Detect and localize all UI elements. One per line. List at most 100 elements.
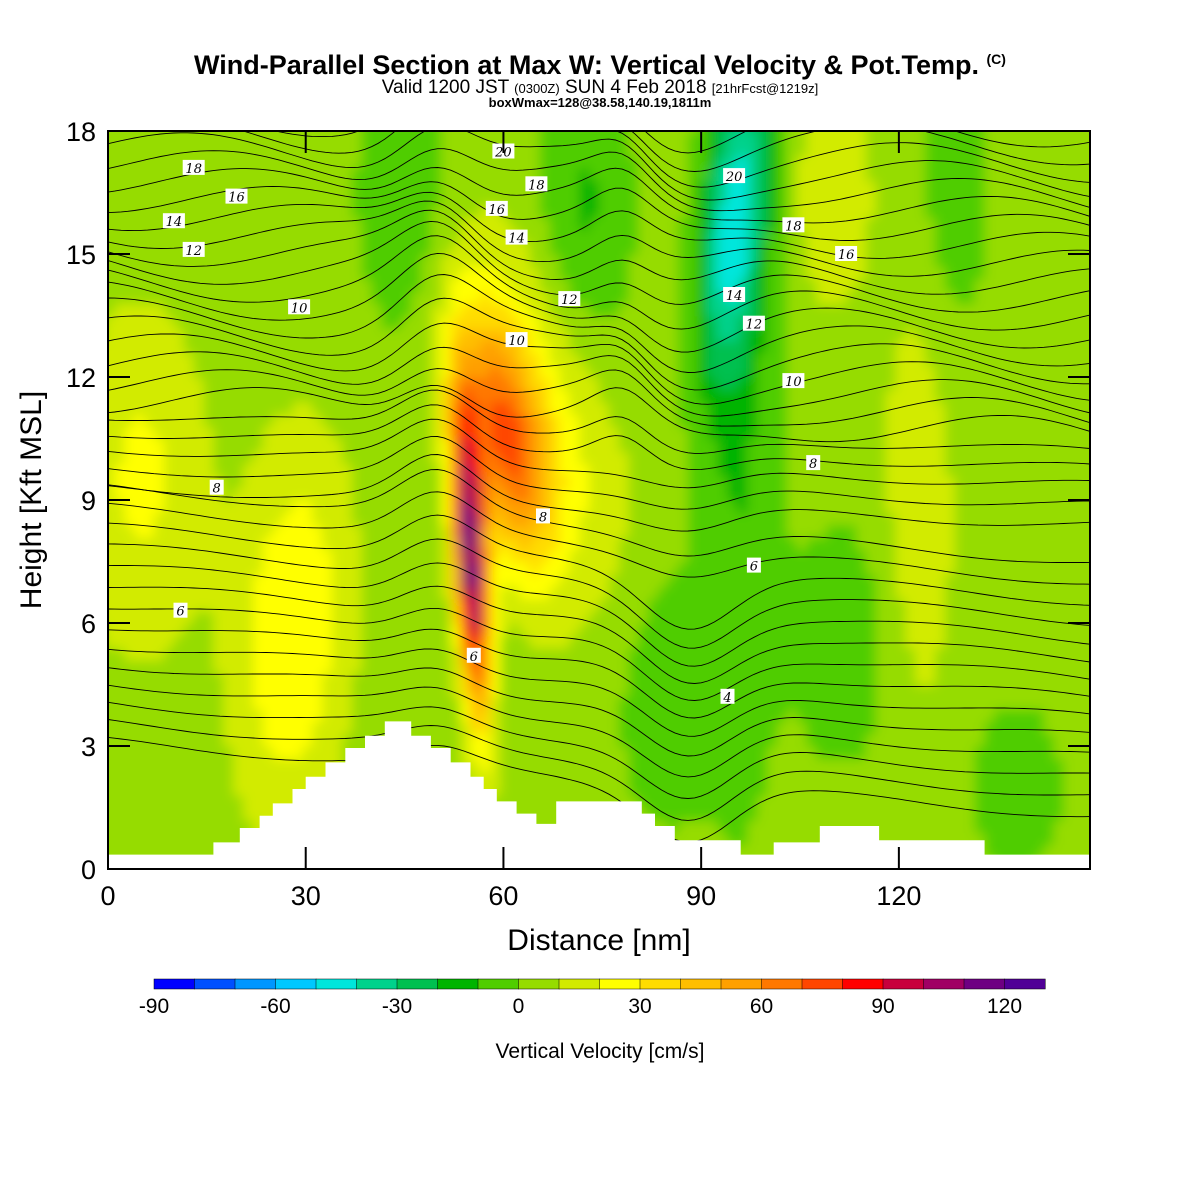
- field-cell: [707, 795, 719, 809]
- field-cell: [223, 327, 234, 341]
- field-cell: [421, 401, 432, 415]
- field-cell: [796, 512, 808, 526]
- field-cell: [529, 167, 541, 181]
- field-cell: [460, 647, 472, 661]
- field-cell: [767, 869, 778, 882]
- field-cell: [579, 500, 590, 514]
- field-cell: [144, 278, 155, 292]
- field-cell: [707, 180, 719, 194]
- field-cell: [628, 561, 640, 575]
- field-cell: [569, 623, 580, 637]
- field-cell: [322, 709, 333, 723]
- field-cell: [134, 758, 146, 772]
- field-cell: [421, 241, 432, 255]
- field-cell: [688, 290, 699, 304]
- field-cell: [865, 290, 877, 304]
- field-cell: [108, 586, 116, 600]
- field-cell: [243, 401, 254, 415]
- field-cell: [846, 500, 857, 514]
- field-cell: [411, 303, 422, 317]
- field-cell: [826, 672, 838, 686]
- field-cell: [846, 586, 857, 600]
- field-cell: [688, 266, 699, 280]
- field-cell: [658, 143, 669, 157]
- field-cell: [108, 549, 116, 563]
- field-cell: [826, 143, 838, 157]
- field-cell: [519, 217, 531, 231]
- field-cell: [381, 155, 393, 169]
- field-cell: [717, 819, 729, 833]
- field-cell: [332, 401, 343, 415]
- field-cell: [628, 635, 640, 649]
- field-cell: [539, 229, 551, 243]
- field-cell: [865, 463, 877, 477]
- field-cell: [460, 377, 472, 391]
- field-cell: [510, 155, 521, 169]
- field-cell: [430, 487, 442, 501]
- field-cell: [826, 364, 838, 378]
- field-cell: [253, 733, 264, 747]
- field-cell: [806, 204, 818, 218]
- field-cell: [490, 241, 501, 255]
- field-cell: [490, 254, 501, 268]
- field-cell: [856, 180, 867, 194]
- field-cell: [806, 327, 818, 341]
- field-cell: [816, 450, 828, 464]
- field-cell: [183, 598, 195, 612]
- field-cell: [282, 524, 294, 538]
- field-cell: [371, 426, 383, 440]
- field-cell: [786, 573, 798, 587]
- field-cell: [648, 327, 660, 341]
- field-cell: [95, 414, 106, 427]
- field-cell: [124, 512, 136, 526]
- field-cell: [707, 819, 719, 833]
- field-cell: [747, 352, 758, 366]
- field-cell: [253, 647, 264, 661]
- field-cell: [628, 438, 640, 452]
- field-cell: [134, 315, 146, 329]
- field-cell: [806, 549, 818, 563]
- field-cell: [203, 426, 215, 440]
- field-cell: [559, 352, 571, 366]
- field-cell: [114, 807, 126, 821]
- field-cell: [688, 647, 699, 661]
- field-cell: [282, 352, 294, 366]
- field-cell: [213, 807, 225, 821]
- field-cell: [846, 204, 857, 218]
- field-cell: [589, 377, 600, 391]
- field-cell: [401, 217, 412, 231]
- field-cell: [490, 684, 501, 698]
- field-cell: [678, 340, 689, 354]
- field-cell: [193, 795, 205, 809]
- field-cell: [262, 229, 274, 243]
- field-cell: [500, 573, 511, 587]
- field-cell: [747, 770, 758, 784]
- field-cell: [302, 180, 314, 194]
- field-cell: [312, 524, 323, 538]
- field-cell: [154, 290, 165, 304]
- field-cell: [549, 512, 561, 526]
- field-cell: [223, 340, 234, 354]
- field-cell: [183, 610, 195, 624]
- field-cell: [529, 684, 541, 698]
- field-cell: [549, 746, 561, 760]
- field-cell: [776, 241, 788, 255]
- field-cell: [737, 782, 749, 796]
- field-cell: [470, 438, 482, 452]
- field-cell: [529, 463, 541, 477]
- field-cell: [134, 438, 146, 452]
- field-cell: [430, 672, 442, 686]
- field-cell: [668, 413, 679, 427]
- field-cell: [668, 512, 679, 526]
- field-cell: [332, 635, 343, 649]
- field-cell: [480, 635, 492, 649]
- field-cell: [529, 598, 541, 612]
- field-cell: [875, 167, 887, 181]
- field-cell: [233, 647, 244, 661]
- field-cell: [846, 672, 857, 686]
- field-cell: [480, 512, 492, 526]
- field-cell: [292, 143, 304, 157]
- field-cell: [688, 487, 699, 501]
- field-cell: [183, 290, 195, 304]
- field-cell: [282, 315, 294, 329]
